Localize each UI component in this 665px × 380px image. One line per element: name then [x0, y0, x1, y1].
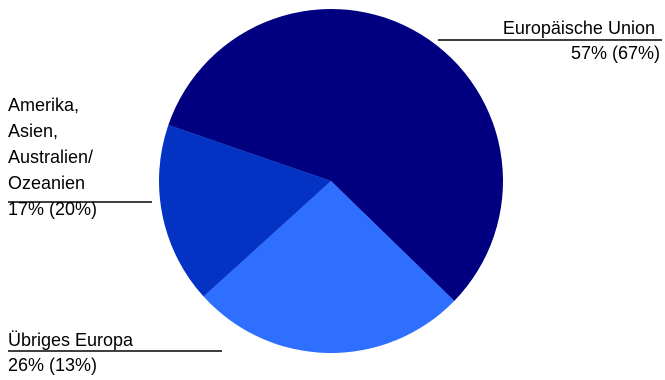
slice-label-row-line-4: Ozeanien	[8, 173, 85, 193]
slice-eu	[168, 9, 503, 301]
slice-other-europe	[203, 181, 455, 354]
slice-label-row-line-3: Australien/	[8, 147, 93, 167]
slice-label-row-line-1: Amerika,	[8, 95, 79, 115]
slice-value-eu: 57% (67%)	[571, 43, 660, 63]
slice-value-oe: 26% (13%)	[8, 355, 97, 375]
label-leader-lines	[8, 39, 662, 352]
pie-slices	[158, 9, 503, 354]
slice-label-eu: Europäische Union 57% (67%)	[503, 18, 660, 63]
slice-rest-of-world	[158, 125, 331, 297]
slice-label-eu-line-1: Europäische Union	[503, 18, 655, 38]
slice-label-other-europe: Übriges Europa 26% (13%)	[8, 330, 138, 375]
slice-label-rest-of-world: Amerika, Asien, Australien/ Ozeanien 17%…	[8, 95, 98, 219]
slice-label-row-line-2: Asien,	[8, 121, 58, 141]
slice-value-row: 17% (20%)	[8, 199, 97, 219]
slice-label-oe-line-1: Übriges Europa	[8, 330, 134, 350]
